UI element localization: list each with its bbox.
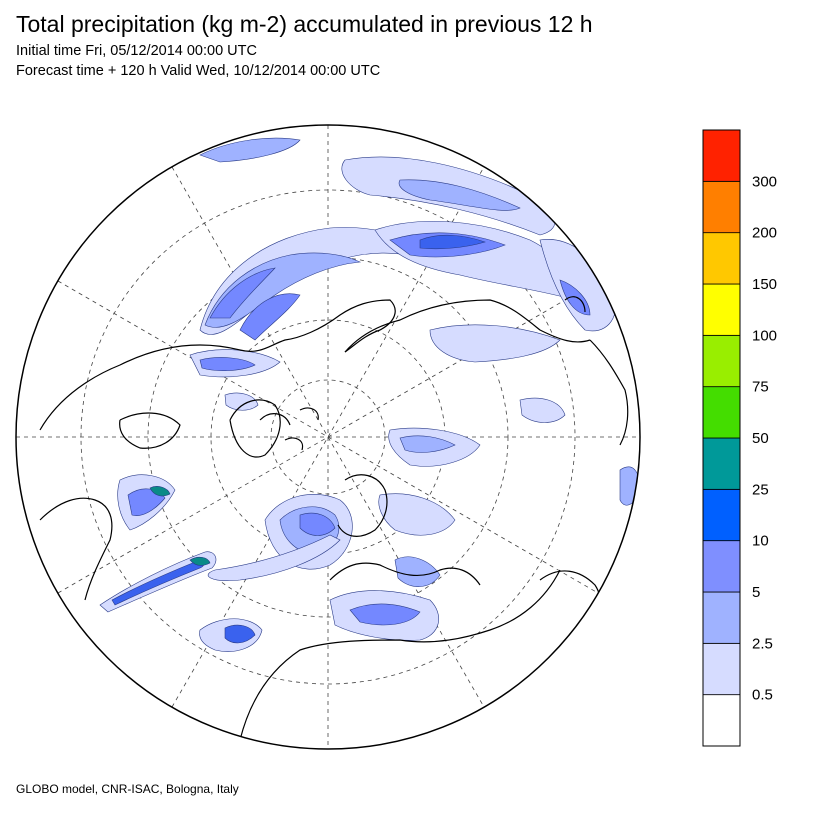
chart-title: Total precipitation (kg m-2) accumulated… — [16, 11, 593, 37]
precip-area-japan-core — [559, 279, 591, 316]
coastline-siberia — [344, 299, 591, 353]
precip-area-atlantic-west-core — [127, 488, 166, 516]
legend-color-box — [702, 540, 741, 593]
legend-color-box — [702, 386, 741, 439]
precip-area-balkans — [394, 556, 441, 587]
legend-tick-label: 75 — [752, 379, 769, 396]
legend-tick-label: 0.5 — [752, 687, 773, 704]
legend-tick-label: 2.5 — [752, 635, 773, 652]
legend-color-box — [702, 180, 741, 234]
legend-tick-label: 50 — [752, 430, 769, 447]
precipitation-fields — [99, 137, 640, 652]
legend-color-box — [702, 232, 741, 285]
coastlines — [39, 296, 629, 741]
forecast-time-label: Forecast time + 120 h Valid Wed, 10/12/2… — [16, 63, 381, 79]
coastline-east-america — [39, 497, 113, 601]
precip-area-top-left — [199, 137, 301, 163]
precip-area-subtropical-streak-intense — [189, 556, 211, 566]
precip-area-greenland — [224, 392, 259, 411]
coastline-africa — [239, 569, 561, 741]
precip-area-atlantic-west-intense — [149, 486, 171, 497]
legend-tick-label: 10 — [752, 533, 769, 550]
precip-area-cutoff-core — [224, 624, 256, 644]
coastline-greenland — [229, 399, 281, 458]
coastline-asia-east — [589, 339, 629, 446]
precip-area-right-mid — [519, 397, 566, 423]
model-credit: GLOBO model, CNR-ISAC, Bologna, Italy — [16, 782, 239, 796]
initial-time-label: Initial time Fri, 05/12/2014 00:00 UTC — [16, 43, 257, 59]
legend-color-box — [702, 283, 741, 336]
precip-area-atlantic-low-intense — [299, 512, 336, 536]
legend-frame — [702, 129, 741, 747]
coastline-europe — [329, 562, 481, 586]
legend-color-box — [702, 488, 741, 542]
precip-area-atlantic-tail — [208, 534, 341, 581]
precip-area-canada-core — [199, 357, 256, 371]
precip-area-pacific-small — [239, 293, 301, 341]
legend-tick-label: 200 — [752, 225, 777, 242]
coastline-japan — [564, 296, 586, 313]
legend-color-box — [702, 437, 741, 490]
map-boundary — [15, 124, 641, 750]
precip-area-pacific-arc-intense — [209, 267, 276, 319]
coastline-scandinavia — [337, 474, 388, 537]
legend-color-box — [702, 642, 741, 696]
legend-color-box — [702, 591, 741, 644]
precip-area-russia-core — [399, 435, 456, 453]
legend-tick-label: 5 — [752, 584, 760, 601]
legend-tick-label: 100 — [752, 327, 777, 344]
precip-area-pacific-arc-core — [204, 252, 362, 328]
coastline-arctic-islands — [259, 407, 319, 451]
legend-color-box — [702, 129, 741, 182]
legend-color-box — [702, 694, 741, 747]
precip-area-europe-east — [378, 493, 456, 536]
legend-tick-label: 150 — [752, 276, 777, 293]
coastline-hudson-bay — [119, 412, 181, 449]
precip-area-mediterranean-core — [349, 603, 421, 626]
precip-area-asia-mid — [429, 324, 561, 363]
precip-area-siberia-intense — [419, 234, 486, 250]
legend-color-box — [702, 334, 741, 388]
legend-tick-label: 25 — [752, 481, 769, 498]
legend-tick-label: 300 — [752, 173, 777, 190]
precip-area-top-right-core — [398, 179, 521, 211]
